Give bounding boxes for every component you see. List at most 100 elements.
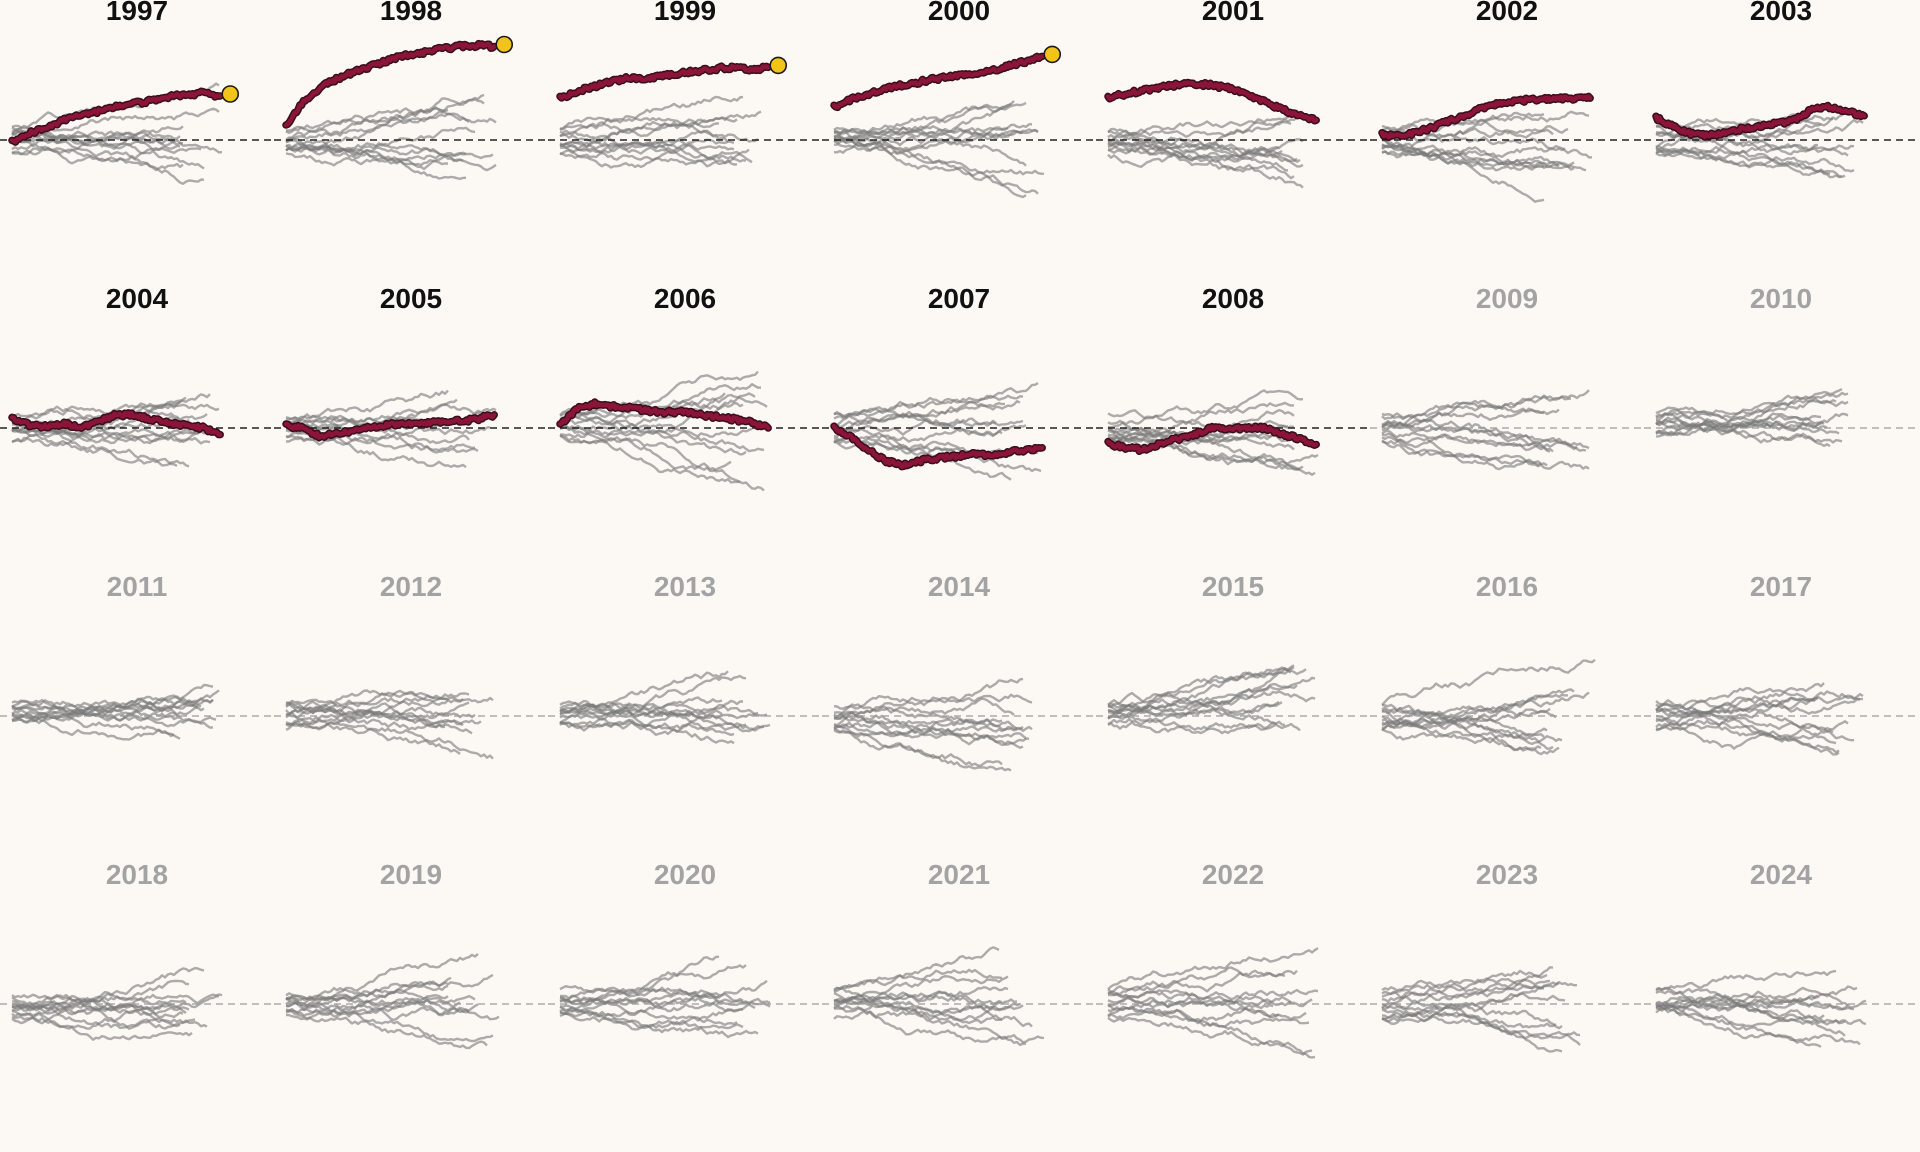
panel-2007: 2007 xyxy=(822,284,1096,572)
panel-title: 2005 xyxy=(379,283,443,314)
series-line xyxy=(11,130,223,154)
series-line xyxy=(559,999,771,1018)
panel-plot xyxy=(1644,682,1918,756)
panel-title: 2017 xyxy=(1749,571,1813,602)
series-line xyxy=(1107,138,1304,161)
highlight-series xyxy=(283,41,497,128)
panel-plot xyxy=(1370,966,1644,1053)
series-line xyxy=(1381,966,1554,992)
panel-title: 2014 xyxy=(927,571,991,602)
series-line xyxy=(833,126,1027,167)
panel-title: 2020 xyxy=(653,859,717,890)
series-line xyxy=(1107,700,1280,726)
series-line xyxy=(1381,440,1590,470)
panel-title: 2003 xyxy=(1749,0,1813,26)
series-line xyxy=(1381,432,1542,471)
panel-plot xyxy=(0,966,274,1041)
series-line xyxy=(1655,718,1834,740)
end-marker xyxy=(495,35,514,54)
panel-2004: 2004 xyxy=(0,284,274,572)
series-line xyxy=(285,973,494,1000)
panel-2021: 2021 xyxy=(822,860,1096,1148)
panel-2022: 2022 xyxy=(1096,860,1370,1148)
series-line xyxy=(11,718,181,741)
series-line xyxy=(1381,145,1575,171)
series-line xyxy=(1107,389,1304,429)
series-line xyxy=(11,1000,208,1030)
panel-title: 2022 xyxy=(1201,859,1265,890)
series-line xyxy=(1381,412,1554,453)
panel-plot xyxy=(274,389,548,469)
series-line xyxy=(559,985,720,1000)
series-line xyxy=(1381,973,1548,1011)
panel-title: 2019 xyxy=(379,859,443,890)
panel-1998: 1998 xyxy=(274,0,548,284)
panel-2015: 2015 xyxy=(1096,572,1370,860)
series-line xyxy=(1107,990,1292,1007)
series-line xyxy=(285,136,467,157)
series-line xyxy=(1655,999,1867,1014)
series-line xyxy=(559,670,729,715)
series-line xyxy=(1381,429,1578,451)
panel-title: 2009 xyxy=(1475,283,1539,314)
series-line xyxy=(285,152,448,171)
series-line xyxy=(11,993,190,1015)
panel-plot xyxy=(1096,664,1370,735)
panel-plot xyxy=(1370,658,1644,756)
panel-2013: 2013 xyxy=(548,572,822,860)
panel-2016: 2016 xyxy=(1370,572,1644,860)
series-line xyxy=(1107,401,1295,442)
series-line xyxy=(285,1000,494,1043)
panel-2005: 2005 xyxy=(274,284,548,572)
series-line xyxy=(1655,414,1822,429)
highlight-series xyxy=(9,89,223,145)
panel-2024: 2024 xyxy=(1644,860,1918,1148)
panel-title: 2007 xyxy=(927,283,991,314)
series-line xyxy=(11,694,214,719)
series-line xyxy=(1655,1002,1822,1048)
panel-2006: 2006 xyxy=(548,284,822,572)
panel-title: 2001 xyxy=(1201,0,1265,26)
series-line xyxy=(1381,1009,1581,1040)
panel-2014: 2014 xyxy=(822,572,1096,860)
series-line xyxy=(1381,111,1545,134)
panel-2003: 2003 xyxy=(1644,0,1918,284)
series-line xyxy=(559,140,747,163)
panel-title: 2008 xyxy=(1201,283,1265,314)
highlight-series xyxy=(1105,423,1319,454)
series-line xyxy=(1107,151,1289,172)
series-line xyxy=(833,697,1015,716)
series-line xyxy=(285,426,491,446)
series-line xyxy=(1655,132,1846,179)
panel-2019: 2019 xyxy=(274,860,548,1148)
series-line xyxy=(559,425,741,484)
series-line xyxy=(1381,434,1590,452)
panel-title: 2006 xyxy=(653,283,717,314)
series-line xyxy=(1107,947,1319,991)
series-line xyxy=(833,677,1024,727)
panel-title: 2023 xyxy=(1475,859,1539,890)
series-line xyxy=(559,699,768,717)
series-line xyxy=(1655,986,1846,1037)
series-line xyxy=(1655,147,1831,175)
panel-2023: 2023 xyxy=(1370,860,1644,1148)
series-line xyxy=(833,729,1003,767)
panel-2009: 2009 xyxy=(1370,284,1644,572)
series-line xyxy=(833,693,1033,719)
series-line xyxy=(833,402,1006,423)
series-line xyxy=(1107,721,1277,734)
series-line xyxy=(1655,985,1858,1009)
highlight-series xyxy=(557,399,771,431)
series-line xyxy=(833,998,1045,1044)
panel-plot xyxy=(274,689,548,760)
panel-1999: 1999 xyxy=(548,0,822,284)
panel-plot xyxy=(822,677,1096,772)
series-line xyxy=(285,98,485,144)
panel-2000: 2000 xyxy=(822,0,1096,284)
series-line xyxy=(559,1001,756,1022)
series-line xyxy=(833,986,1009,1010)
panel-2017: 2017 xyxy=(1644,572,1918,860)
panel-plot xyxy=(0,683,274,741)
panel-plot xyxy=(548,370,822,492)
series-line xyxy=(833,419,1027,438)
